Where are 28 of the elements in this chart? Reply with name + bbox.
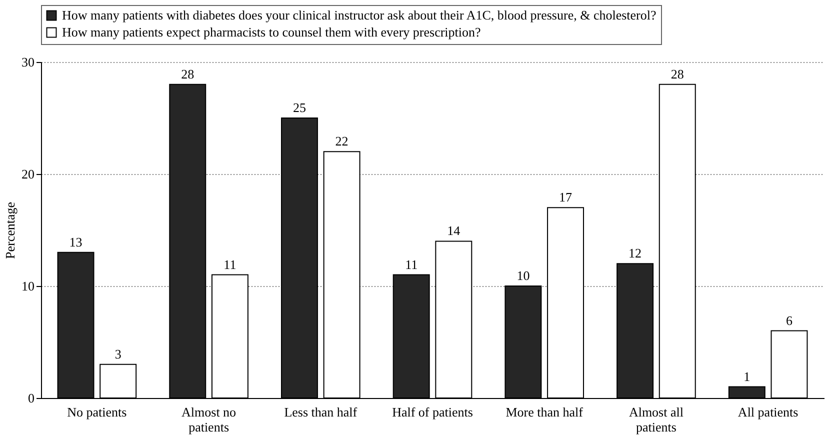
data-label: 22 [335, 134, 348, 149]
x-tick-label: Less than half [284, 404, 358, 420]
data-label: 25 [292, 100, 306, 115]
data-label: 3 [114, 346, 122, 362]
data-label: 11 [224, 256, 236, 272]
data-label: 6 [786, 312, 793, 328]
y-tick-label: 20 [22, 166, 34, 182]
data-label: 1 [744, 368, 750, 384]
x-tick-label: Half of patients [392, 404, 473, 420]
y-tick-label: 0 [28, 390, 34, 406]
x-tick-label: All patients [738, 404, 798, 420]
legend-label: How many patients expect pharmacists to counsel them with every prescription? [62, 24, 481, 40]
data-label: 10 [516, 268, 530, 283]
x-tick-label: More than half [506, 404, 584, 420]
data-label: 14 [447, 223, 461, 238]
y-tick-label: 30 [22, 54, 34, 70]
data-label: 13 [69, 234, 82, 250]
legend-label: How many patients with diabetes does your clinical instructor ask about their A1C, blood pressure, & cholesterol? [62, 8, 656, 22]
x-tick-label: Almost all patients [628, 404, 684, 434]
data-label: 28 [181, 66, 194, 82]
y-axis-title: Percentage [2, 202, 18, 260]
data-label: 17 [559, 190, 573, 205]
data-label: 12 [628, 246, 642, 261]
x-tick-label: No patients [67, 404, 127, 420]
y-tick-label: 10 [22, 278, 34, 294]
data-label: 28 [670, 66, 684, 82]
x-tick-label: Almost no patients [182, 404, 236, 434]
data-label: 11 [405, 256, 418, 272]
